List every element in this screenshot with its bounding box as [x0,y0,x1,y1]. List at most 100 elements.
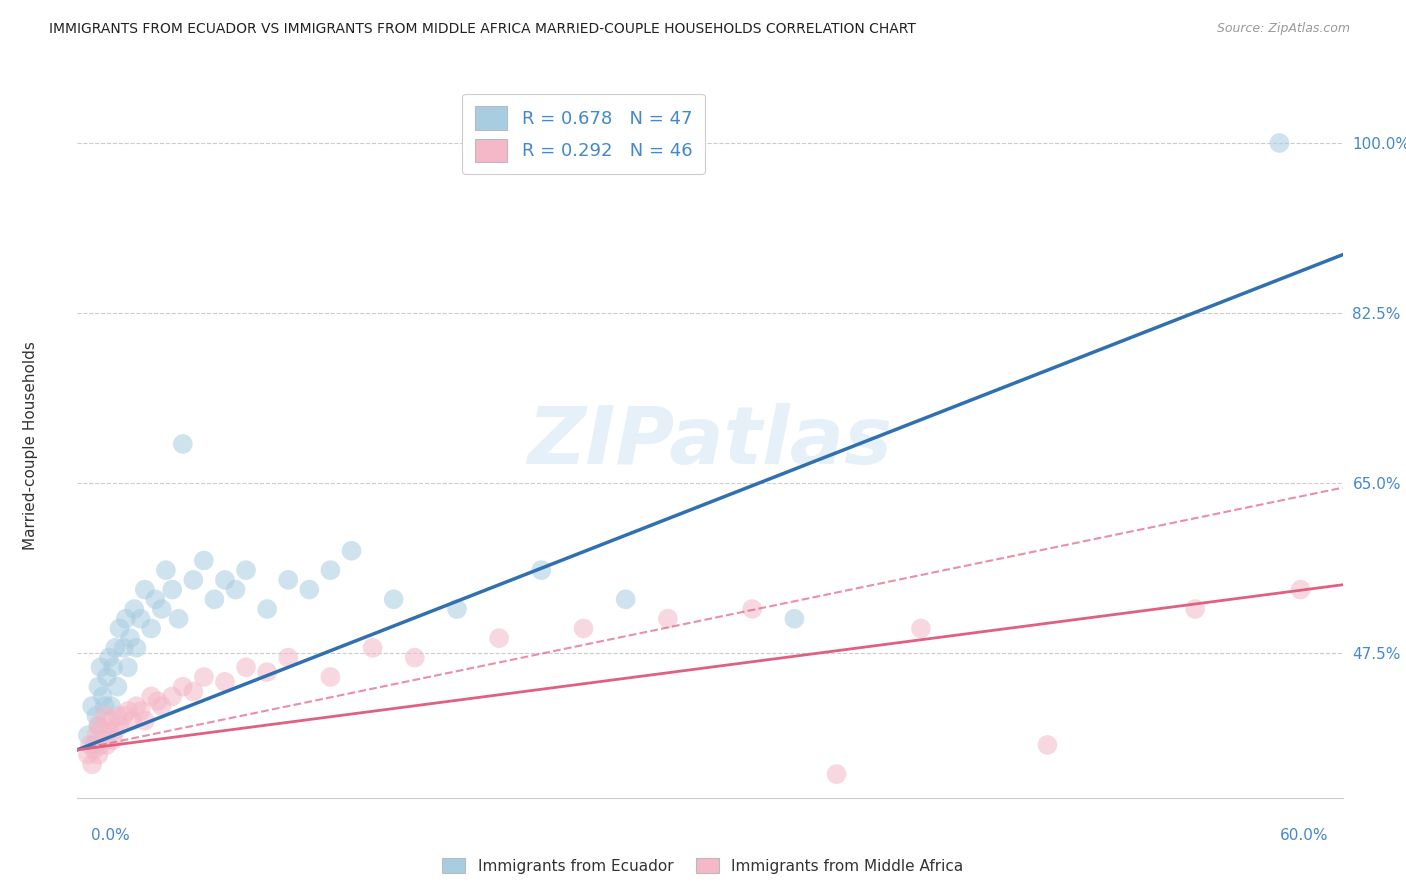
Point [91,723,114,738]
Point [141,622,163,636]
Point [112,708,135,723]
Point [107,708,129,723]
Point [340,543,363,558]
Point [76,747,98,762]
Point [83,738,105,752]
Point [104,640,127,655]
Point [96,670,118,684]
Point [86,708,108,723]
Point [134,714,156,728]
Point [488,631,510,645]
Point [193,670,215,684]
Point [1289,582,1312,597]
Point [96,738,118,752]
Point [277,573,299,587]
Point [193,553,215,567]
Point [134,582,156,597]
Point [162,582,183,597]
Point [124,602,146,616]
Point [129,612,152,626]
Point [150,699,173,714]
Point [90,738,111,752]
Point [235,660,257,674]
Point [319,670,342,684]
Point [100,699,122,714]
Point [446,602,468,616]
Point [108,718,131,732]
Point [125,640,148,655]
Point [825,767,848,781]
Point [361,640,384,655]
Point [382,592,405,607]
Point [155,563,177,577]
Point [82,699,104,714]
Point [125,699,148,714]
Text: Married-couple Households: Married-couple Households [24,342,38,550]
Point [162,690,183,704]
Point [256,602,278,616]
Text: 0.0%: 0.0% [91,828,131,843]
Point [86,728,108,742]
Point [129,704,152,718]
Point [98,723,120,738]
Legend: R = 0.678   N = 47, R = 0.292   N = 46: R = 0.678 N = 47, R = 0.292 N = 46 [463,94,704,175]
Point [183,684,205,698]
Point [530,563,553,577]
Point [783,612,806,626]
Point [225,582,247,597]
Point [93,699,115,714]
Legend: Immigrants from Ecuador, Immigrants from Middle Africa: Immigrants from Ecuador, Immigrants from… [436,852,970,880]
Text: IMMIGRANTS FROM ECUADOR VS IMMIGRANTS FROM MIDDLE AFRICA MARRIED-COUPLE HOUSEHOL: IMMIGRANTS FROM ECUADOR VS IMMIGRANTS FR… [49,22,917,37]
Point [87,680,110,694]
Point [120,631,141,645]
Point [214,573,236,587]
Point [87,718,110,732]
Point [614,592,637,607]
Point [100,714,122,728]
Point [1184,602,1206,616]
Point [93,708,115,723]
Point [76,728,98,742]
Point [204,592,226,607]
Point [167,612,190,626]
Point [183,573,205,587]
Point [107,680,129,694]
Point [146,694,169,708]
Point [117,660,139,674]
Point [98,650,120,665]
Point [172,680,194,694]
Point [117,704,139,718]
Point [112,640,135,655]
Point [657,612,679,626]
Point [83,743,105,757]
Text: Source: ZipAtlas.com: Source: ZipAtlas.com [1216,22,1350,36]
Point [103,733,124,747]
Point [572,622,595,636]
Text: 60.0%: 60.0% [1281,828,1329,843]
Point [298,582,321,597]
Point [235,563,257,577]
Point [214,674,236,689]
Point [141,690,163,704]
Point [1268,136,1291,150]
Point [87,718,110,732]
Point [108,622,131,636]
Point [79,738,101,752]
Point [910,622,932,636]
Point [121,714,143,728]
Point [104,723,127,738]
Point [1036,738,1059,752]
Text: ZIPatlas: ZIPatlas [527,402,893,481]
Point [82,757,104,772]
Point [150,602,173,616]
Point [115,612,138,626]
Point [319,563,342,577]
Point [103,660,124,674]
Point [404,650,426,665]
Point [91,690,114,704]
Point [741,602,763,616]
Point [87,747,110,762]
Point [277,650,299,665]
Point [256,665,278,680]
Point [172,437,194,451]
